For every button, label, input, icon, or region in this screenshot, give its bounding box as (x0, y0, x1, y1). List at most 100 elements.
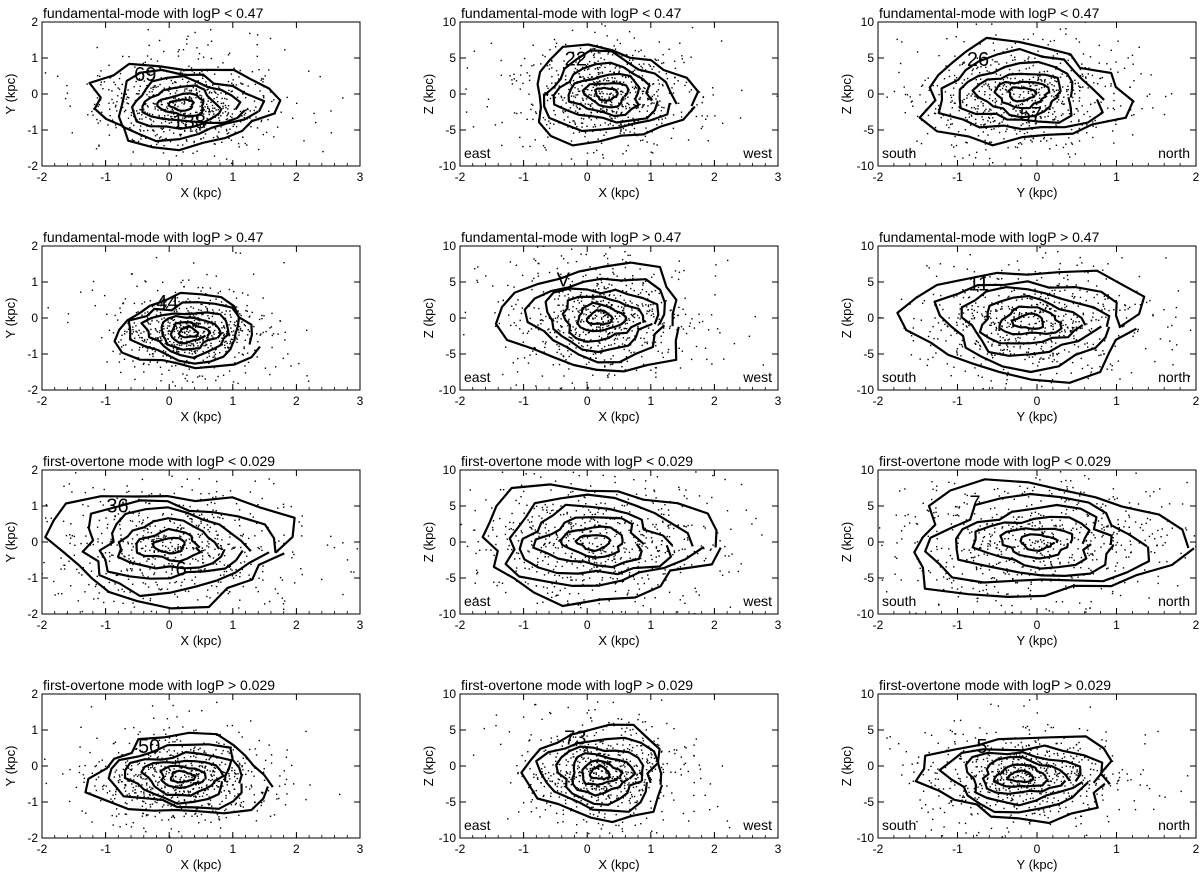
data-point (223, 564, 226, 566)
data-point (250, 126, 252, 128)
data-point (136, 534, 138, 536)
data-point (646, 141, 648, 143)
data-point (466, 67, 469, 69)
data-point (127, 103, 130, 105)
data-point (592, 47, 594, 50)
data-point (1079, 75, 1082, 77)
data-point (596, 285, 598, 287)
data-point (211, 347, 213, 349)
data-point (188, 89, 191, 92)
data-point (554, 87, 556, 89)
data-point (620, 113, 622, 115)
data-point (1072, 322, 1074, 324)
data-point (239, 329, 242, 331)
data-point (634, 313, 636, 315)
data-point (248, 330, 251, 333)
data-point (233, 324, 235, 326)
data-point (230, 139, 233, 141)
data-point (220, 102, 223, 105)
data-point (800, 311, 801, 312)
data-point (658, 41, 660, 43)
data-point (932, 356, 934, 359)
data-point (1022, 123, 1024, 125)
data-point (1165, 257, 1167, 259)
data-point (1048, 392, 1049, 393)
data-point (1072, 328, 1074, 330)
y-tick-label: -2 (27, 383, 38, 397)
data-point (1105, 278, 1107, 280)
data-point (217, 101, 219, 103)
data-point (229, 533, 231, 535)
data-point (161, 303, 163, 305)
data-point (1131, 114, 1133, 117)
data-point (1039, 310, 1041, 312)
data-point (554, 96, 557, 99)
data-point (1104, 308, 1106, 310)
data-point (1013, 346, 1015, 348)
data-point (590, 119, 592, 121)
data-point (227, 80, 230, 83)
data-point (580, 76, 582, 78)
data-point (970, 95, 972, 97)
data-point (570, 84, 572, 86)
data-point (544, 343, 547, 345)
data-point (162, 355, 164, 357)
data-point (587, 308, 589, 311)
data-point (657, 350, 659, 352)
data-point (587, 332, 590, 334)
data-point (1034, 116, 1036, 118)
data-point (643, 337, 645, 340)
data-point (164, 306, 167, 308)
data-point (965, 325, 968, 327)
data-point (570, 329, 572, 332)
data-point (668, 48, 670, 50)
data-point (195, 130, 197, 132)
data-point (477, 266, 479, 268)
data-point (252, 516, 254, 518)
data-point (633, 132, 636, 134)
data-point (130, 114, 133, 117)
data-point (655, 345, 657, 347)
data-point (618, 334, 620, 336)
data-point (272, 333, 275, 335)
data-point (647, 305, 650, 308)
data-point (630, 141, 631, 142)
data-point (1001, 87, 1004, 90)
data-point (597, 310, 600, 313)
data-point (166, 106, 168, 108)
data-point (223, 555, 226, 557)
y-tick-label: 10 (443, 15, 457, 29)
data-point (633, 103, 635, 106)
data-point (1063, 96, 1065, 98)
data-point (673, 317, 675, 319)
data-point (115, 126, 117, 129)
data-point (160, 538, 162, 540)
data-point (108, 560, 111, 562)
data-point (447, 307, 448, 308)
data-point (626, 322, 628, 325)
data-point (1039, 246, 1041, 249)
data-point (548, 317, 551, 319)
data-point (1037, 365, 1039, 367)
data-point (567, 293, 569, 296)
data-point (1058, 95, 1060, 97)
data-point (239, 252, 242, 254)
data-point (284, 331, 286, 333)
data-point (954, 79, 956, 81)
data-point (611, 363, 613, 365)
data-point (634, 49, 637, 52)
data-point (148, 417, 149, 418)
y-axis-label: Y (kpc) (3, 74, 18, 115)
data-point (224, 111, 227, 113)
data-point (1078, 100, 1080, 102)
data-point (621, 55, 623, 57)
data-point (654, 367, 657, 369)
data-point (958, 106, 960, 108)
data-point (160, 313, 162, 315)
data-point (118, 77, 121, 80)
data-point (1059, 331, 1061, 334)
data-point (217, 109, 219, 111)
data-point (613, 294, 615, 296)
data-point (139, 125, 142, 127)
data-point (926, 364, 928, 367)
